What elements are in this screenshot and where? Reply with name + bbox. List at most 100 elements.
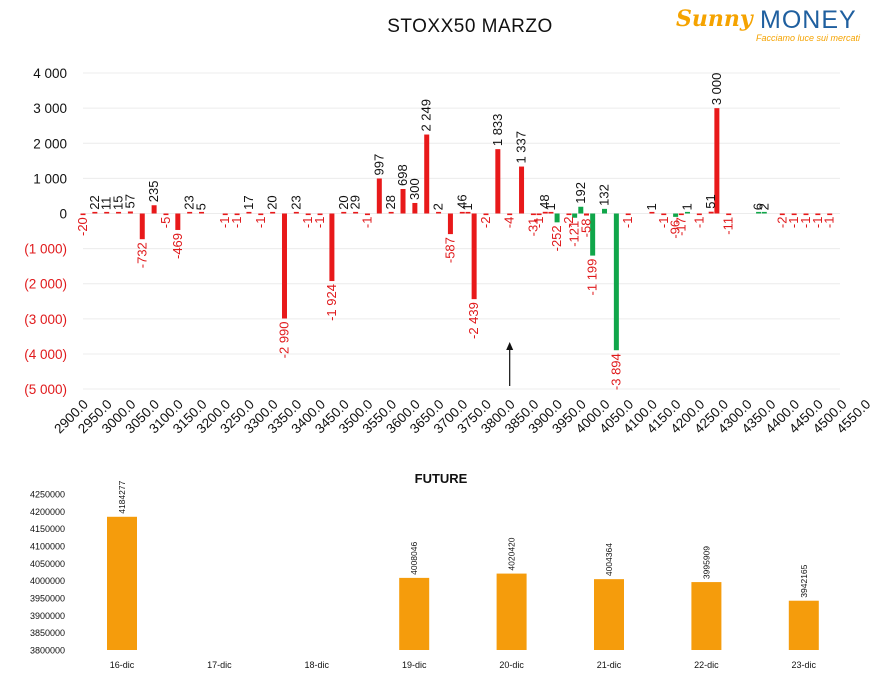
bar: [258, 213, 264, 216]
bar-value-label: -1: [810, 217, 825, 229]
future-bar: [107, 516, 137, 650]
bar: [270, 211, 276, 214]
bar: [708, 211, 714, 214]
bar-value-label: -1: [798, 217, 813, 229]
bar-value-label: -1: [359, 217, 374, 229]
bar-value-label: 17: [241, 195, 256, 209]
future-x-tick: 19-dic: [402, 660, 427, 670]
bar-value-label: 3 000: [709, 73, 724, 106]
future-x-tick: 20-dic: [499, 660, 524, 670]
chart-title: STOXX50 MARZO: [387, 16, 553, 37]
bar-value-label: 1 337: [514, 131, 529, 164]
bar: [92, 211, 98, 214]
bar: [625, 213, 631, 216]
bar-value-label: 15: [111, 196, 126, 210]
future-y-ticks: 4250000 4200000 4150000 4100000 4050000 40000…: [30, 490, 65, 656]
y-tick-label: (1 000): [24, 242, 67, 257]
future-x-ticks: 16-dic 17-dic 18-dic 19-dic 20-dic 21-dic 22-d…: [110, 660, 817, 670]
future-x-tick: 21-dic: [597, 660, 622, 670]
y-tick-label: (5 000): [24, 382, 67, 397]
bar-value-label: -121: [567, 221, 582, 247]
bar-value-label: 1 833: [490, 114, 505, 147]
future-bar-label: 4008046: [409, 542, 419, 575]
bar-value-label: -252: [549, 225, 564, 251]
future-x-tick: 23-dic: [792, 660, 817, 670]
bar-value-label: 20: [265, 195, 280, 209]
bar: [293, 211, 299, 214]
bar: [566, 213, 572, 216]
bar-value-label: -587: [442, 237, 457, 263]
bar: [163, 213, 169, 216]
bar: [459, 211, 465, 214]
bar-value-label: 132: [597, 184, 612, 206]
bar: [673, 213, 679, 217]
bar-value-label: 1: [543, 203, 558, 210]
brand-logo: Sunny MONEY Facciamo luce sui mercati: [676, 4, 876, 44]
bar-value-label: -732: [134, 242, 149, 268]
bar-value-label: -3 894: [608, 353, 623, 390]
future-y-tick: 4100000: [30, 542, 65, 552]
bar: [779, 213, 785, 216]
bar: [234, 213, 240, 216]
future-bar: [788, 600, 819, 650]
bar-value-label: -1: [300, 217, 315, 229]
bar: [827, 213, 833, 216]
bar-value-label: -2 990: [276, 321, 291, 358]
bar-value-label: 51: [703, 194, 718, 208]
future-bar-label: 3995909: [701, 546, 711, 579]
bar: [483, 213, 489, 216]
bar-value-label: -2: [561, 217, 576, 229]
bar-value-label: 23: [288, 195, 303, 209]
bar: [329, 213, 335, 282]
bar: [548, 211, 554, 214]
bar-value-label: -1: [312, 217, 327, 229]
y-axis-ticks: 4 000 3 000 2 000 1 000 0 (1 000) (2 000) (3 00…: [24, 66, 67, 397]
bar-value-label: 2: [756, 203, 771, 210]
y-tick-label: 4 000: [33, 66, 67, 81]
bar-value-label: 698: [395, 164, 410, 186]
bar: [756, 211, 762, 214]
y-tick-label: 3 000: [33, 101, 67, 116]
bar: [661, 213, 667, 216]
bar: [678, 213, 684, 216]
bar-value-label: 5: [194, 203, 209, 210]
bar: [80, 213, 86, 216]
bar-value-label: 29: [348, 195, 363, 209]
bar-value-label: 235: [146, 181, 161, 203]
bar: [613, 213, 619, 351]
bar: [530, 213, 536, 216]
bar: [353, 211, 359, 214]
future-bar: [496, 573, 527, 650]
bar: [465, 211, 471, 214]
bar-value-label: -1: [656, 217, 671, 229]
bar-value-label: -469: [170, 233, 185, 259]
bar-value-label: 23: [182, 195, 197, 209]
bar: [151, 205, 157, 214]
bar-value-label: -1: [822, 217, 837, 229]
bar: [791, 213, 797, 216]
bar: [572, 213, 578, 218]
bar: [116, 211, 122, 214]
bars: [80, 108, 833, 351]
bar: [590, 213, 596, 256]
future-y-tick: 3950000: [30, 594, 65, 604]
y-tick-label: (4 000): [24, 347, 67, 362]
bar: [436, 211, 442, 214]
options-bar-chart: 4 000 3 000 2 000 1 000 0 (1 000) (2 000) (3 00…: [24, 66, 873, 436]
bar-value-label: -1: [786, 217, 801, 229]
annotation-arrow: [506, 342, 514, 386]
bar-value-label: 1: [644, 203, 659, 210]
bar-value-label: -17: [673, 217, 688, 236]
bar-value-label: 300: [407, 178, 422, 200]
bar: [578, 206, 584, 214]
future-y-tick: 3900000: [30, 611, 65, 621]
bar: [400, 188, 406, 214]
future-y-tick: 4200000: [30, 507, 65, 517]
arrow-head: [506, 342, 514, 350]
bar-value-label: -4: [502, 217, 517, 229]
y-tick-label: (3 000): [24, 312, 67, 327]
bar: [815, 213, 821, 216]
future-bar-label: 4184277: [117, 480, 127, 513]
bar-value-label: -2: [774, 217, 789, 229]
bar-value-label: -1 199: [585, 259, 600, 296]
